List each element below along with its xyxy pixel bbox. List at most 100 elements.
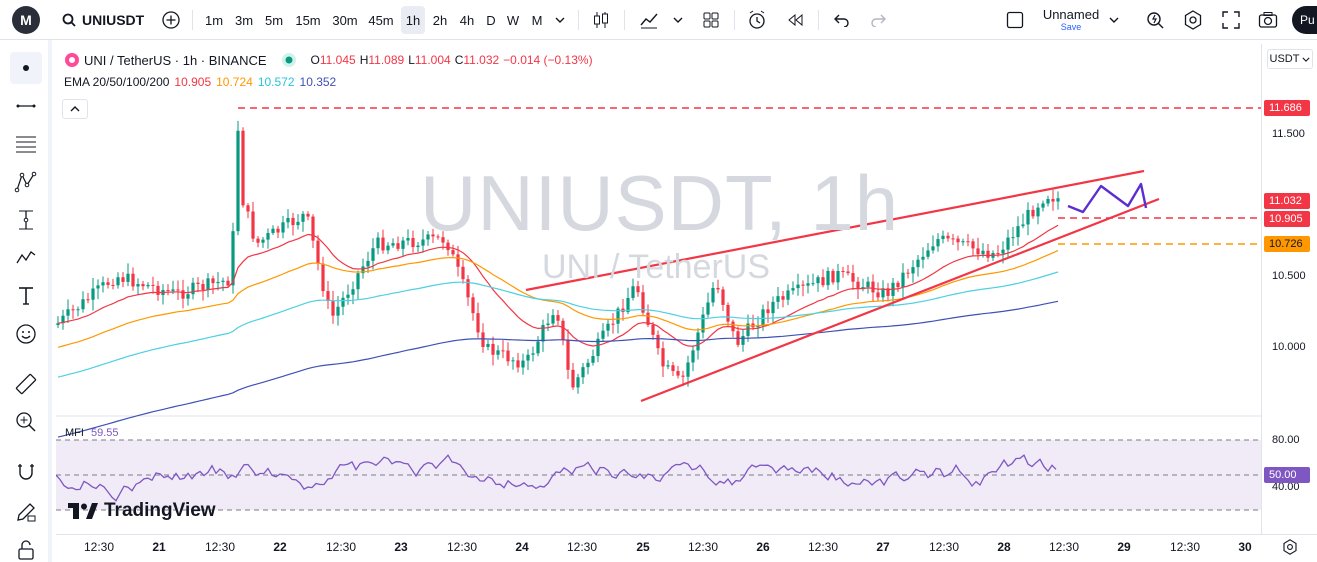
settings-gear-icon[interactable] — [1180, 6, 1206, 34]
text-icon[interactable] — [10, 280, 42, 312]
emoji-icon[interactable] — [10, 318, 42, 350]
quick-search-icon[interactable] — [1142, 6, 1168, 34]
collapse-legend-button[interactable] — [62, 99, 88, 119]
templates-grid-icon[interactable] — [698, 6, 724, 34]
magnet-icon[interactable] — [10, 456, 42, 488]
candle-body — [971, 241, 975, 249]
candle-body — [1006, 237, 1010, 250]
candle-body — [466, 279, 470, 298]
replay-icon[interactable] — [782, 6, 808, 34]
candle-body — [251, 211, 255, 239]
chevron-down-icon — [1302, 57, 1311, 62]
ema-legend[interactable]: EMA 20/50/100/200 10.905 10.724 10.572 1… — [64, 75, 336, 89]
candle-body — [326, 291, 330, 302]
wedge-upper-line[interactable] — [525, 169, 1145, 292]
legend-title[interactable]: UNI / TetherUS · 1h · BINANCE — [84, 52, 267, 68]
lock-icon[interactable] — [10, 534, 42, 562]
projection-path[interactable] — [1067, 182, 1148, 214]
interval-30m[interactable]: 30m — [332, 12, 358, 28]
cursor-dot-icon[interactable] — [10, 52, 42, 84]
candle-body — [331, 301, 335, 316]
candle-body — [561, 320, 565, 341]
candle-body — [721, 289, 725, 305]
ruler-icon[interactable] — [10, 368, 42, 400]
fib-lines-icon[interactable] — [10, 128, 42, 160]
mfi-line — [56, 454, 1057, 502]
candle-body — [526, 354, 530, 361]
chart-pane[interactable] — [56, 44, 1261, 534]
ema200-value: 10.352 — [299, 75, 337, 89]
symbol-search-button[interactable]: UNIUSDT — [82, 12, 145, 28]
interval-15m[interactable]: 15m — [295, 12, 321, 28]
interval-3m[interactable]: 3m — [234, 12, 254, 28]
camera-icon[interactable] — [1255, 6, 1281, 34]
candle-body — [801, 284, 805, 286]
chevron-down-icon[interactable] — [670, 6, 686, 34]
interval-5m[interactable]: 5m — [264, 12, 284, 28]
zoom-in-icon[interactable] — [10, 406, 42, 438]
toolbar-divider — [818, 10, 819, 30]
candle-body — [876, 292, 880, 298]
candles-icon[interactable] — [588, 6, 614, 34]
search-icon[interactable] — [62, 6, 76, 34]
interval-1h[interactable]: 1h — [401, 6, 425, 34]
chevron-down-icon[interactable] — [552, 6, 568, 34]
tradingview-wordmark: TradingView — [104, 500, 216, 521]
candle-body — [111, 284, 115, 286]
candle-body — [786, 290, 790, 300]
candle-body — [676, 371, 680, 376]
chevron-down-icon[interactable] — [1106, 6, 1122, 34]
trend-line-icon[interactable] — [10, 90, 42, 122]
candle-body — [606, 323, 610, 331]
candle-body — [796, 284, 800, 289]
indicators-icon[interactable] — [636, 6, 662, 34]
layout-name-button[interactable]: Unnamed Save — [1036, 7, 1106, 32]
save-label[interactable]: Save — [1060, 22, 1082, 32]
ema-line-200 — [57, 300, 1059, 438]
layout-square-icon[interactable] — [1003, 6, 1027, 34]
candle-body — [1001, 249, 1005, 254]
interval-w[interactable]: W — [506, 12, 520, 28]
interval-m[interactable]: M — [531, 12, 543, 28]
candle-body — [636, 286, 640, 293]
candle-body — [976, 248, 980, 255]
time-label: 12:30 — [928, 540, 960, 554]
candle-body — [701, 314, 705, 333]
candle-body — [686, 362, 690, 377]
candle-body — [101, 282, 105, 286]
candle-body — [671, 365, 675, 372]
candle-body — [456, 254, 460, 267]
undo-icon[interactable] — [828, 6, 854, 34]
compare-add-icon[interactable] — [158, 6, 184, 34]
alert-clock-icon[interactable] — [744, 6, 770, 34]
toolbar-divider — [578, 10, 579, 30]
time-scale[interactable] — [56, 534, 1317, 562]
drawing-toolbar — [0, 40, 52, 562]
account-logo[interactable]: M — [12, 6, 40, 34]
measure-icon[interactable] — [10, 204, 42, 236]
candle-body — [261, 239, 265, 243]
interval-2h[interactable]: 2h — [432, 12, 448, 28]
interval-4h[interactable]: 4h — [459, 12, 475, 28]
wedge-lower-line[interactable] — [640, 197, 1160, 403]
pencil-lock-icon[interactable] — [10, 496, 42, 528]
candle-body — [711, 287, 715, 303]
uni-coin-icon — [65, 53, 79, 67]
user-publish-button[interactable]: Pu — [1292, 6, 1317, 34]
high-label: H — [359, 53, 369, 67]
currency-select[interactable]: USDT — [1267, 49, 1313, 69]
time-scale-settings-icon[interactable] — [1280, 538, 1300, 556]
redo-icon[interactable] — [866, 6, 892, 34]
interval-d[interactable]: D — [486, 12, 496, 28]
candle-body — [581, 367, 585, 378]
price-scale[interactable] — [1261, 44, 1317, 534]
fullscreen-icon[interactable] — [1218, 6, 1244, 34]
price-tag-high: 11.686 — [1264, 100, 1310, 116]
mfi-legend[interactable]: MFI 59.55 — [65, 427, 119, 439]
interval-1m[interactable]: 1m — [204, 12, 224, 28]
pattern-icon[interactable] — [10, 166, 42, 198]
interval-45m[interactable]: 45m — [368, 12, 394, 28]
time-label: 25 — [636, 540, 650, 554]
brush-icon[interactable] — [10, 242, 42, 274]
candle-body — [256, 238, 260, 243]
